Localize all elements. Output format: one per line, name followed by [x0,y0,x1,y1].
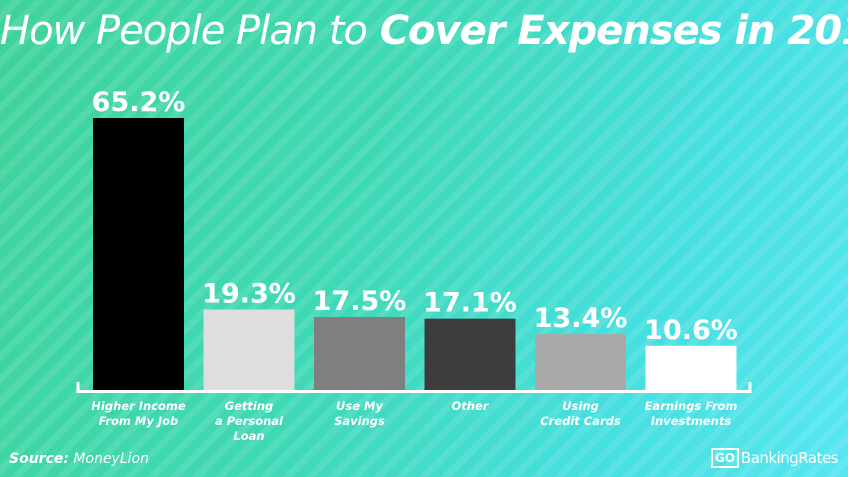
data-label-4: 17.1% [423,288,517,319]
bar-1 [93,118,184,390]
data-label-2: 19.3% [202,278,296,309]
bar-6 [645,345,737,390]
category-label-4: Other [452,399,490,413]
category-label-line: Earnings From [645,399,738,413]
chart-title: How People Plan to Cover Expenses in 201… [0,8,848,54]
category-label-6: Earnings From Investments [645,399,738,428]
logo-brand: BankingRates [740,449,839,467]
category-label-line: Other [452,399,490,413]
category-label-2: Getting a Personal Loan [215,399,284,443]
category-label-line: Use My [336,399,383,413]
category-label-line: Using [562,399,599,413]
category-label-line: Loan [233,429,264,443]
category-label-line: Getting [225,399,274,413]
data-label-5: 13.4% [534,303,628,334]
source-note: Source: MoneyLion [9,451,149,467]
category-label-line: a Personal [215,414,284,428]
category-label-line: Higher Income [91,399,186,413]
data-label-3: 17.5% [313,286,407,317]
source-label: Source: [9,451,69,467]
bar-4 [424,318,516,390]
data-label-6: 10.6% [644,315,738,346]
bar-2 [203,309,295,390]
chart-title-bold: Cover Expenses in 2018 [379,8,848,54]
category-label-3: Use My Savings [334,399,385,428]
category-label-1: Higher Income From My Job [91,399,186,428]
category-label-line: From My Job [99,414,179,428]
source-name: MoneyLion [73,451,149,467]
gobankingrates-logo: GO BankingRates [710,447,839,469]
category-label-line: Savings [334,414,385,428]
category-label-5: Using Credit Cards [540,399,621,428]
chart-title-light: How People Plan to [0,8,368,54]
category-label-line: Investments [651,414,732,428]
data-label-1: 65.2% [92,87,186,118]
logo-go: GO [710,448,739,468]
category-label-line: Credit Cards [540,414,621,428]
bar-5 [535,334,626,390]
bar-3 [314,316,405,390]
